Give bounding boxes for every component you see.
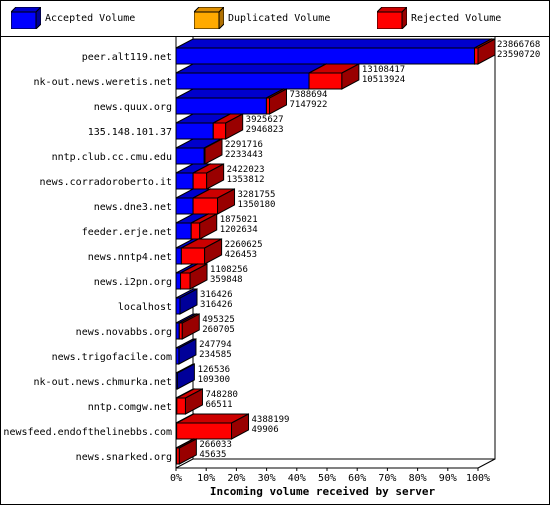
bar-rejected xyxy=(190,213,218,240)
bar-rejected xyxy=(176,438,197,465)
total-value-label: 247794 xyxy=(199,340,232,350)
accepted-value-label: 359848 xyxy=(210,275,243,285)
total-value-label: 2422023 xyxy=(227,165,265,175)
category-label: news.quux.org xyxy=(94,102,172,113)
x-axis-title-text: Incoming volume received by server xyxy=(209,485,436,498)
total-value-label: 1875021 xyxy=(220,215,258,225)
category-label: feeder.erje.net xyxy=(82,227,172,238)
total-value-label: 126536 xyxy=(198,365,231,375)
accepted-value-label: 426453 xyxy=(225,250,258,260)
accepted-value-label: 109300 xyxy=(198,375,231,385)
x-tick-label: 50% xyxy=(318,473,336,484)
accepted-value-label: 2946823 xyxy=(246,125,284,135)
total-value-label: 13108417 xyxy=(362,65,405,75)
x-tick-label: 10% xyxy=(197,473,215,484)
accepted-value-label: 1350180 xyxy=(238,200,276,210)
x-tick-label: 60% xyxy=(348,473,366,484)
legend-swatch-duplicated xyxy=(194,7,224,29)
total-value-label: 7388694 xyxy=(289,90,327,100)
total-value-label: 266033 xyxy=(199,440,232,450)
total-value-label: 748280 xyxy=(205,390,238,400)
category-label: news.dne3.net xyxy=(94,202,172,213)
bar-rejected xyxy=(180,238,223,265)
bar-rejected xyxy=(203,138,223,165)
bar-accepted xyxy=(175,338,197,365)
bar-rejected xyxy=(192,163,225,190)
total-value-label: 316426 xyxy=(200,290,233,300)
bar-rejected xyxy=(212,113,244,140)
total-value-label: 3281755 xyxy=(238,190,276,200)
accepted-value-label: 1202634 xyxy=(220,225,258,235)
accepted-value-label: 49906 xyxy=(252,425,279,435)
x-axis-title: Incoming volume received by server xyxy=(0,485,550,498)
bar-rejected xyxy=(308,63,360,90)
total-value-label: 1108256 xyxy=(210,265,248,275)
category-label: nntp.club.cc.cmu.edu xyxy=(52,152,172,163)
category-label: news.novabbs.org xyxy=(76,327,172,338)
bar-rejected xyxy=(178,313,200,340)
bar-rejected xyxy=(474,38,496,65)
category-label: news.nntp4.net xyxy=(88,252,172,263)
bar-rejected xyxy=(192,188,236,215)
x-tick-label: 0% xyxy=(170,473,182,484)
bar-accepted xyxy=(175,363,195,390)
total-value-label: 4388199 xyxy=(252,415,290,425)
x-tick-label: 100% xyxy=(466,473,490,484)
bar-accepted xyxy=(175,88,284,115)
accepted-value-label: 2233443 xyxy=(225,150,263,160)
floor-edge-right xyxy=(477,458,496,469)
category-label: news.corradoroberto.it xyxy=(40,177,172,188)
x-tick-label: 80% xyxy=(409,473,427,484)
category-label: news.trigofacile.com xyxy=(52,352,172,363)
total-value-label: 3925627 xyxy=(246,115,284,125)
bar-accepted xyxy=(175,38,493,65)
legend-swatch-accepted xyxy=(11,7,41,29)
bar-rejected xyxy=(176,413,250,440)
category-label: peer.alt119.net xyxy=(82,52,172,63)
category-label: newsfeed.endofthelinebbs.com xyxy=(3,427,172,438)
legend-swatch-rejected xyxy=(377,7,407,29)
category-label: news.snarked.org xyxy=(76,452,172,463)
x-tick-label: 70% xyxy=(378,473,396,484)
category-label: nk-out.news.weretis.net xyxy=(34,77,172,88)
bar-rejected xyxy=(176,388,203,415)
total-value-label: 495325 xyxy=(202,315,235,325)
legend-divider xyxy=(0,36,550,37)
accepted-value-label: 10513924 xyxy=(362,75,405,85)
accepted-value-label: 45635 xyxy=(199,450,226,460)
accepted-value-label: 66511 xyxy=(205,400,232,410)
legend-label-rejected: Rejected Volume xyxy=(411,13,502,24)
category-label: nntp.comgw.net xyxy=(88,402,172,413)
category-label: nk-out.news.chmurka.net xyxy=(34,377,172,388)
x-tick-label: 90% xyxy=(439,473,457,484)
floor-edge-left xyxy=(175,458,194,469)
accepted-value-label: 316426 xyxy=(200,300,233,310)
category-label: news.i2pn.org xyxy=(94,277,172,288)
category-label: localhost xyxy=(118,302,172,313)
total-value-label: 2291716 xyxy=(225,140,263,150)
accepted-value-label: 7147922 xyxy=(289,100,327,110)
bar-rejected xyxy=(265,88,287,115)
accepted-value-label: 1353812 xyxy=(227,175,265,185)
accepted-value-label: 234585 xyxy=(199,350,232,360)
bar-rejected xyxy=(180,263,208,290)
bar-accepted xyxy=(175,288,198,315)
x-tick-label: 40% xyxy=(288,473,306,484)
category-label: 135.148.101.37 xyxy=(88,127,172,138)
accepted-value-label: 260705 xyxy=(202,325,235,335)
x-tick-label: 20% xyxy=(227,473,245,484)
x-tick-label: 30% xyxy=(258,473,276,484)
total-value-label: 2260625 xyxy=(225,240,263,250)
legend-label-accepted: Accepted Volume xyxy=(45,13,136,24)
total-value-label: 23866768 xyxy=(497,40,540,50)
bar-accepted xyxy=(175,63,327,90)
accepted-value-label: 23590720 xyxy=(497,50,540,60)
legend-label-duplicated: Duplicated Volume xyxy=(228,13,331,24)
legend: Accepted Volume Duplicated Volume Reject… xyxy=(0,0,550,36)
